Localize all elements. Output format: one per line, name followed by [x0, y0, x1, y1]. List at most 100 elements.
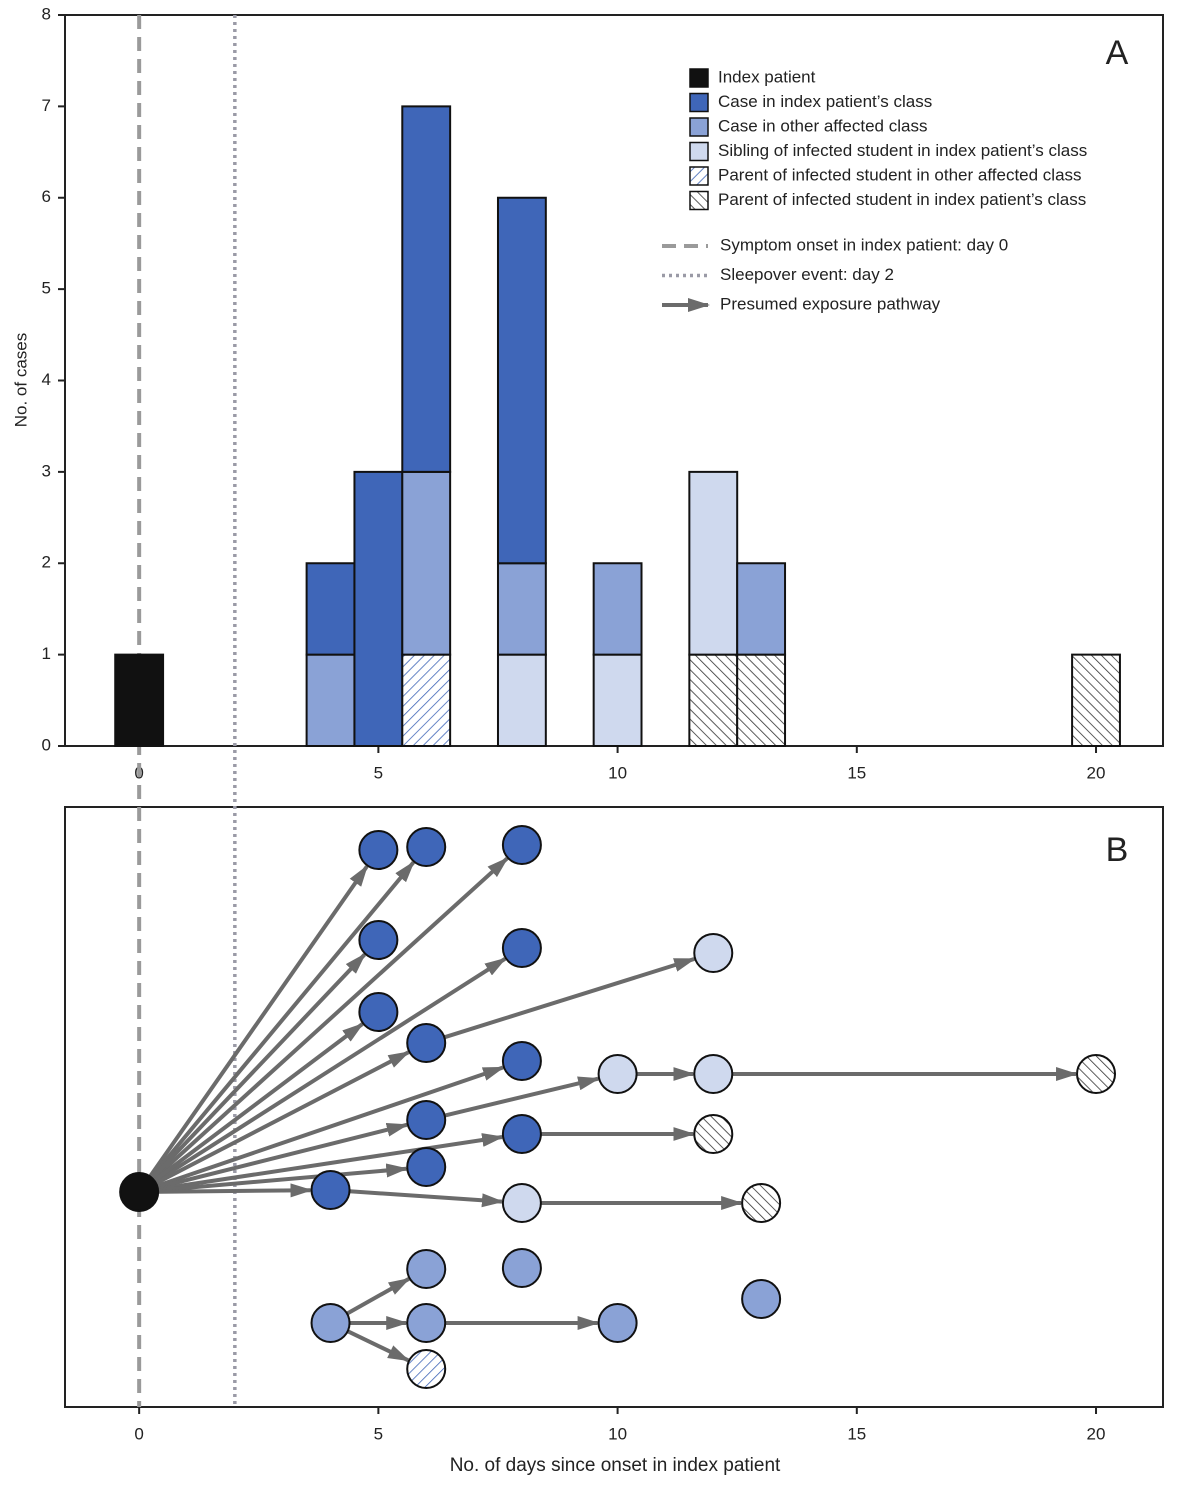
panel-b-frame — [64, 806, 1164, 1408]
legend-swatch — [689, 166, 709, 186]
legend-label: Parent of infected student in other affe… — [718, 165, 1082, 184]
exposure-arrow — [443, 957, 697, 1040]
exposure-arrow — [137, 860, 415, 1194]
exposure-arrow — [137, 953, 367, 1194]
bar-segment — [401, 105, 452, 473]
bar-segment — [1071, 653, 1121, 747]
x-tick-label: 10 — [608, 763, 627, 782]
bar-segment — [114, 653, 165, 747]
y-tick-label: 8 — [42, 4, 51, 23]
exposure-arrow — [349, 1189, 504, 1208]
case-node — [406, 1349, 447, 1389]
legend-label: Case in other affected class — [718, 116, 927, 135]
y-tick-label: 6 — [42, 187, 51, 206]
case-node — [693, 933, 734, 973]
x-tick-label: 15 — [847, 1424, 866, 1443]
exposure-arrow — [346, 1329, 410, 1363]
exposure-arrow — [138, 1163, 409, 1194]
case-node — [1076, 1054, 1117, 1094]
bar-segment — [736, 562, 787, 656]
case-node — [501, 1183, 542, 1223]
exposure-arrow — [346, 1277, 411, 1316]
case-node — [741, 1183, 782, 1223]
exposure-arrow — [138, 957, 507, 1194]
legend-swatch — [689, 92, 709, 113]
case-node — [741, 1279, 782, 1319]
case-node — [406, 1249, 447, 1289]
y-tick-label: 1 — [42, 644, 51, 663]
x-tick-label: 20 — [1087, 1424, 1106, 1443]
panel-label: A — [1106, 34, 1129, 72]
bar-segment — [496, 653, 547, 747]
case-node — [358, 920, 399, 960]
legend-label: Presumed exposure pathway — [720, 294, 941, 313]
case-node — [358, 992, 399, 1032]
panel-label: B — [1106, 831, 1129, 869]
bar-segment — [305, 562, 356, 656]
x-tick-label: 0 — [134, 1424, 143, 1443]
exposure-arrow — [444, 1076, 601, 1118]
y-tick-label: 0 — [42, 735, 51, 754]
case-node — [406, 1100, 447, 1140]
bar-segment — [496, 562, 547, 656]
case-node — [119, 1172, 160, 1212]
bar-segment — [305, 653, 356, 747]
legend-swatch — [689, 141, 709, 162]
legend-swatch — [689, 190, 709, 211]
bar-segment — [592, 562, 643, 656]
legend-label: Sleepover event: day 2 — [720, 265, 894, 284]
bar-segment — [688, 653, 739, 747]
legend-label: Symptom onset in index patient: day 0 — [720, 235, 1008, 254]
legend-swatch — [689, 117, 709, 137]
case-node — [693, 1114, 734, 1154]
bar-segment — [496, 196, 547, 565]
bar-segment — [688, 470, 739, 656]
y-tick-label: 2 — [42, 553, 51, 572]
bar-segment — [736, 653, 787, 747]
case-node — [501, 1041, 542, 1081]
x-tick-label: 10 — [608, 1424, 627, 1443]
legend-label: Sibling of infected student in index pat… — [718, 141, 1087, 160]
exposure-arrow — [137, 1022, 364, 1194]
x-tick-label: 5 — [374, 1424, 383, 1443]
case-node — [406, 1303, 447, 1343]
y-axis-label: No. of cases — [11, 333, 30, 428]
case-node — [597, 1054, 638, 1094]
legend-swatch — [689, 68, 709, 88]
legend-label: Parent of infected student in index pati… — [718, 190, 1086, 209]
bar-segment — [592, 653, 643, 747]
exposure-arrow — [137, 864, 369, 1194]
exposure-arrow — [137, 856, 509, 1194]
case-node — [310, 1170, 351, 1210]
exposure-arrow — [138, 1050, 411, 1194]
case-node — [501, 928, 542, 968]
case-node — [597, 1303, 638, 1343]
legend-label: Case in index patient’s class — [718, 92, 932, 111]
bar-segment — [353, 470, 404, 747]
y-tick-label: 7 — [42, 96, 51, 115]
case-node — [693, 1054, 734, 1094]
x-tick-label: 5 — [374, 763, 383, 782]
y-tick-label: 5 — [42, 279, 51, 298]
legend-label: Index patient — [718, 67, 816, 86]
case-node — [406, 1147, 447, 1187]
y-tick-label: 4 — [42, 370, 51, 389]
exposure-arrow — [138, 1065, 505, 1194]
y-tick-label: 3 — [42, 461, 51, 480]
x-tick-label: 15 — [847, 763, 866, 782]
bar-segment — [401, 653, 452, 747]
x-tick-label: 20 — [1087, 763, 1106, 782]
exposure-arrow — [139, 1183, 313, 1198]
case-node — [310, 1303, 351, 1343]
case-node — [406, 827, 447, 867]
bar-segment — [401, 470, 452, 656]
case-node — [406, 1023, 447, 1063]
case-node — [501, 825, 542, 865]
case-node — [501, 1114, 542, 1154]
exposure-arrow — [138, 1133, 505, 1194]
case-node — [501, 1248, 542, 1288]
case-node — [358, 830, 399, 870]
exposure-arrow — [138, 1122, 409, 1194]
x-axis-label: No. of days since onset in index patient — [450, 1455, 781, 1476]
